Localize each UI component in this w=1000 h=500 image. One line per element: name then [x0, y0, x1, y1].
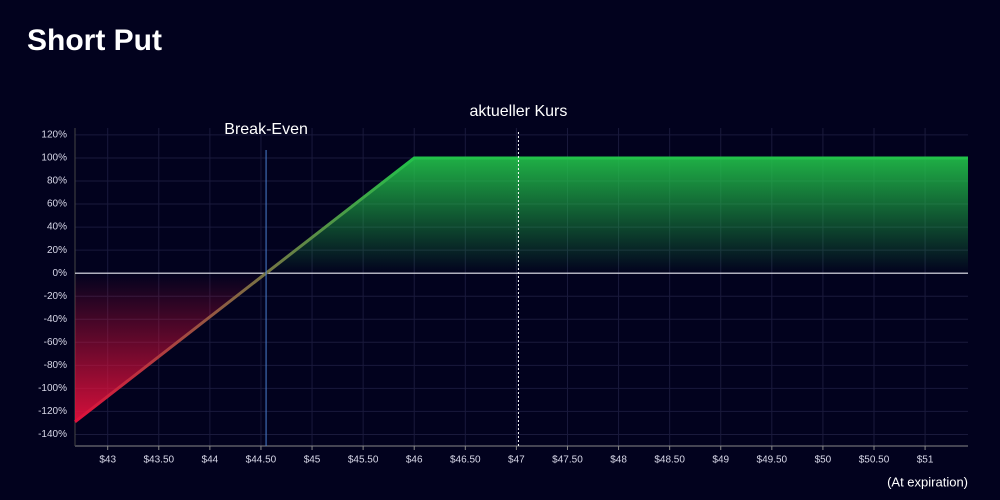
x-tick-label: $43.50 — [143, 455, 174, 466]
y-tick-label: 60% — [47, 199, 67, 210]
x-tick-label: $49.50 — [757, 455, 788, 466]
x-tick-label: $44.50 — [246, 455, 277, 466]
x-tick-label: $50 — [815, 455, 832, 466]
x-tick-label: $48.50 — [654, 455, 685, 466]
y-tick-label: 80% — [47, 176, 67, 187]
x-tick-label: $48 — [610, 455, 627, 466]
y-tick-label: 120% — [41, 130, 67, 141]
x-tick-label: $45 — [304, 455, 321, 466]
footnote: (At expiration) — [887, 474, 968, 489]
y-tick-label: 0% — [53, 268, 68, 279]
chart-title: Short Put — [27, 24, 162, 57]
x-tick-label: $51 — [917, 455, 934, 466]
loss-area — [75, 273, 968, 422]
y-tick-label: 100% — [41, 153, 67, 164]
x-tick-label: $50.50 — [859, 455, 890, 466]
y-tick-label: -140% — [38, 429, 67, 440]
annotation-label: Break-Even — [224, 121, 308, 138]
profit-area — [266, 157, 968, 274]
y-tick-label: 40% — [47, 222, 67, 233]
x-tick-label: $49 — [712, 455, 729, 466]
x-tick-label: $44 — [202, 455, 219, 466]
y-tick-label: -40% — [44, 314, 67, 325]
x-tick-label: $47.50 — [552, 455, 583, 466]
x-tick-label: $45.50 — [348, 455, 379, 466]
y-tick-label: -80% — [44, 360, 67, 371]
x-tick-label: $46.50 — [450, 455, 481, 466]
y-tick-label: 20% — [47, 245, 67, 256]
y-tick-label: -60% — [44, 337, 67, 348]
x-tick-label: $43 — [99, 455, 116, 466]
annotation-label: aktueller Kurs — [470, 103, 568, 120]
x-tick-label: $47 — [508, 455, 525, 466]
payoff-line — [74, 156, 968, 423]
x-tick-label: $46 — [406, 455, 423, 466]
y-tick-label: -100% — [38, 383, 67, 394]
y-tick-label: -120% — [38, 406, 67, 417]
y-tick-label: -20% — [44, 291, 67, 302]
